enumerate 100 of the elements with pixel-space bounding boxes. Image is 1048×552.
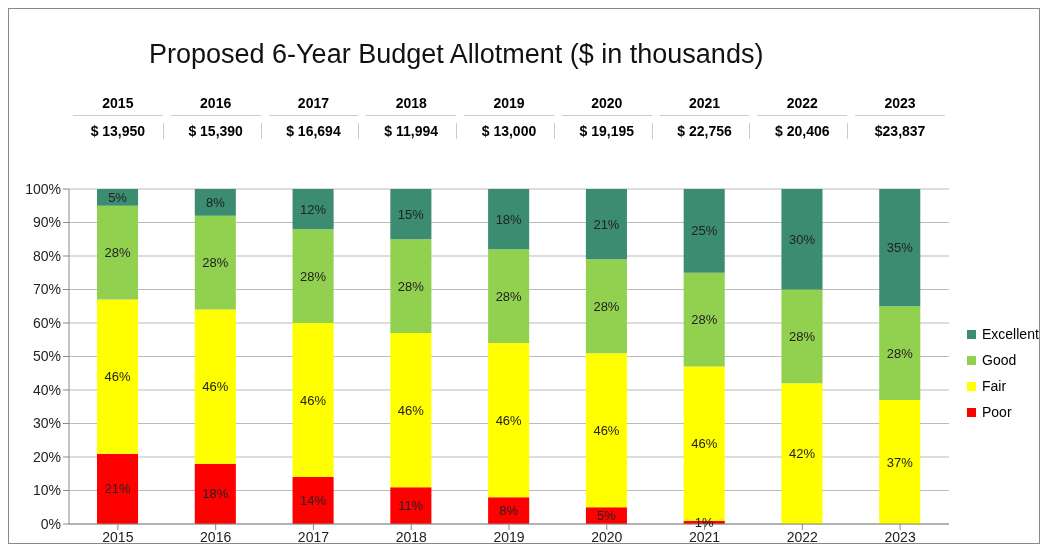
data-label: 18%: [202, 486, 229, 502]
legend-label: Poor: [981, 403, 1013, 422]
data-label: 30%: [788, 231, 816, 247]
bar: [97, 205, 139, 300]
data-label: 46%: [495, 412, 523, 428]
legend-label: Fair: [981, 377, 1008, 396]
data-label: 5%: [597, 508, 617, 524]
x-tick-label: 2018: [395, 528, 427, 545]
data-label: 5%: [108, 189, 128, 205]
data-label: 11%: [398, 498, 424, 514]
bar: [194, 463, 236, 524]
data-label: 28%: [397, 278, 425, 294]
bar: [194, 309, 236, 464]
category-label: 2023: [884, 95, 916, 111]
bar: [488, 189, 530, 250]
category-label: 2022: [786, 95, 818, 111]
x-tick-label: 2022: [786, 528, 819, 545]
data-label: 28%: [691, 312, 718, 328]
bar: [390, 189, 432, 240]
text: $ 22,756: [659, 123, 751, 139]
data-label: 46%: [397, 402, 425, 418]
bar: [390, 333, 432, 488]
data-label: 28%: [202, 255, 229, 271]
chart-title: Proposed 6-Year Budget Allotment ($ in thousands): [149, 39, 764, 70]
y-tick-label: 90%: [32, 214, 61, 231]
data-label: 14%: [300, 493, 327, 509]
x-tick-label: 2021: [688, 528, 721, 545]
text: $ 13,950: [73, 123, 164, 139]
bar: [683, 272, 725, 367]
bar: [292, 477, 334, 524]
bar: [194, 215, 236, 310]
data-label: 25%: [691, 223, 718, 239]
data-label: 46%: [691, 436, 718, 452]
bar: [488, 249, 530, 344]
bar: [390, 239, 432, 334]
legend-label: Excellent: [981, 325, 1039, 344]
data-label: 46%: [300, 392, 327, 408]
y-tick-label: 30%: [32, 415, 61, 432]
y-tick-label: 20%: [32, 448, 61, 465]
bar: [781, 383, 823, 524]
data-label: 28%: [886, 345, 914, 361]
text: $ 11,994: [366, 123, 458, 139]
y-tick-label: 100%: [25, 180, 61, 197]
bar: [292, 229, 334, 323]
category-label: 2021: [688, 95, 721, 111]
category-label: 2018: [395, 95, 427, 111]
text: $ 15,390: [170, 123, 262, 139]
data-label: 28%: [300, 268, 327, 284]
x-tick-label: 2020: [591, 528, 623, 545]
x-tick-label: 2016: [200, 528, 232, 545]
data-label: 46%: [593, 422, 620, 438]
category-label: 2016: [200, 95, 232, 111]
category-label: 2019: [493, 95, 525, 111]
y-tick-label: 60%: [32, 314, 61, 331]
y-tick-label: 50%: [32, 348, 61, 365]
category-label: 2020: [591, 95, 623, 111]
x-tick-label: 2015: [102, 528, 134, 545]
y-tick-label: 40%: [32, 381, 61, 398]
bar: [194, 189, 236, 216]
bar: [97, 453, 139, 524]
bar: [879, 189, 921, 307]
data-label: 28%: [104, 245, 131, 261]
data-label: 42%: [788, 446, 816, 462]
text: $ 16,694: [268, 123, 360, 139]
text: $ 13,000: [464, 123, 555, 139]
bar: [97, 299, 139, 454]
data-label: 18%: [495, 211, 523, 227]
text: $ 19,195: [561, 123, 653, 139]
bar: [292, 323, 334, 478]
data-label: 35%: [886, 240, 914, 256]
y-tick-label: 70%: [32, 281, 61, 298]
category-label: 2015: [102, 95, 134, 111]
data-label: 28%: [495, 288, 523, 304]
legend-label: Good: [981, 351, 1018, 370]
data-label: 37%: [886, 454, 914, 470]
bar: [292, 189, 334, 230]
bar: [781, 189, 823, 290]
bar: [879, 306, 921, 401]
data-label: 28%: [593, 298, 620, 314]
y-tick-label: 80%: [32, 247, 61, 264]
bar: [879, 400, 921, 524]
text: $ 20,406: [757, 123, 849, 139]
bar: [585, 259, 627, 354]
category-label: 2017: [297, 95, 329, 111]
data-label: 46%: [202, 379, 229, 395]
x-tick-label: 2023: [884, 528, 916, 545]
data-label: 21%: [593, 216, 620, 232]
bar: [781, 289, 823, 384]
data-label: 15%: [397, 206, 425, 222]
bar: [683, 189, 725, 273]
data-label: 46%: [104, 369, 131, 385]
data-label: 28%: [788, 328, 816, 344]
text: $23,837: [873, 123, 927, 139]
data-label: 1%: [694, 514, 715, 530]
x-tick-label: 2019: [493, 528, 525, 545]
bar: [488, 343, 530, 498]
bar: [585, 189, 627, 260]
data-label: 8%: [205, 194, 226, 210]
x-tick-label: 2017: [297, 528, 330, 545]
data-label: 12%: [300, 201, 327, 217]
